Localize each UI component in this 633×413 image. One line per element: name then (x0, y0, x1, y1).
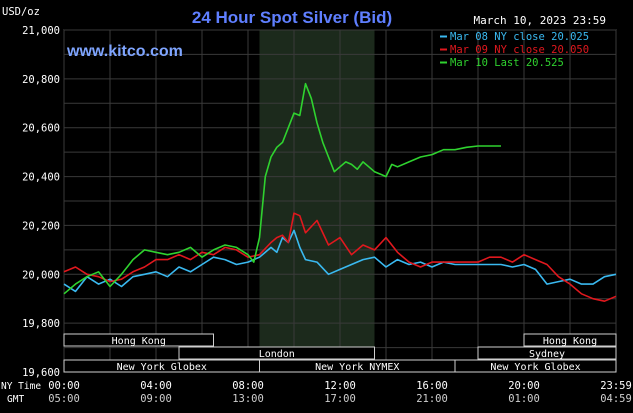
market-box: Hong Kong (63, 333, 214, 347)
gmt-tick-label: 01:00 (508, 393, 540, 405)
x-tick-label: 20:00 (508, 380, 540, 392)
market-box-frame (63, 333, 214, 347)
y-axis: 21,000 20,800 20,600 20,400 20,200 20,000 19,8… (22, 25, 60, 379)
gmt-tick-label: 09:00 (140, 393, 172, 405)
y-tick-label: 19,800 (22, 318, 60, 330)
gmt-label: GMT (7, 394, 24, 405)
y-tick-label: 20,600 (22, 123, 60, 135)
date-time: March 10, 2023 23:59 (474, 14, 606, 27)
market-box-frame (523, 333, 617, 347)
y-tick-label: 19,600 (22, 367, 60, 379)
x-tick-label: 08:00 (232, 380, 264, 392)
x-tick-label: 12:00 (324, 380, 356, 392)
y-tick-label: 20,000 (22, 269, 60, 281)
market-box: New York Globex (63, 359, 260, 373)
gmt-tick-label: 21:00 (416, 393, 448, 405)
market-hours: Hong Kong London New York Globex New York N… (63, 333, 617, 373)
y-tick-label: 20,200 (22, 220, 60, 232)
unit-label: USD/oz (2, 6, 40, 18)
y-tick-label: 21,000 (22, 25, 60, 37)
gmt-tick-label: 13:00 (232, 393, 264, 405)
market-box: Hong Kong (523, 333, 617, 347)
market-label: New York Globex (117, 362, 207, 373)
market-box: New York NYMEX (259, 359, 456, 373)
series-line-1 (63, 212, 617, 303)
x-tick-label: 23:59 (600, 380, 632, 392)
legend-entry: Mar 08 NY close 20.025 (450, 31, 589, 43)
x-tick-label: 00:00 (48, 380, 80, 392)
gmt-tick-label: 05:00 (48, 393, 80, 405)
gmt-tick-label: 17:00 (324, 393, 356, 405)
market-box: New York Globex (454, 359, 617, 373)
market-label: Hong Kong (112, 336, 166, 347)
market-label: New York NYMEX (315, 362, 399, 373)
market-box-frame (178, 346, 375, 360)
market-label: London (259, 349, 295, 360)
gmt-tick-label: 04:59 (600, 393, 632, 405)
market-box: London (178, 346, 375, 360)
series-line-2 (63, 82, 501, 295)
watermark-url: www.kitco.com (66, 43, 183, 60)
series-lines (63, 82, 617, 303)
market-label: New York Globex (490, 362, 580, 373)
market-box: Sydney (477, 346, 617, 360)
legend-entry: Mar 09 NY close 20.050 (450, 44, 589, 56)
market-label: Hong Kong (543, 336, 597, 347)
y-tick-label: 20,800 (22, 74, 60, 86)
x-tick-label: 16:00 (416, 380, 448, 392)
legend-entry: Mar 10 Last 20.525 (450, 57, 564, 69)
y-tick-label: 20,400 (22, 172, 60, 184)
market-label: Sydney (529, 349, 565, 360)
ny-time-label: NY Time (1, 381, 41, 392)
chart-title: 24 Hour Spot Silver (Bid) (192, 8, 392, 27)
x-tick-label: 04:00 (140, 380, 172, 392)
market-box-frame (454, 359, 617, 373)
market-box-frame (477, 346, 617, 360)
series-line-0 (63, 229, 617, 293)
